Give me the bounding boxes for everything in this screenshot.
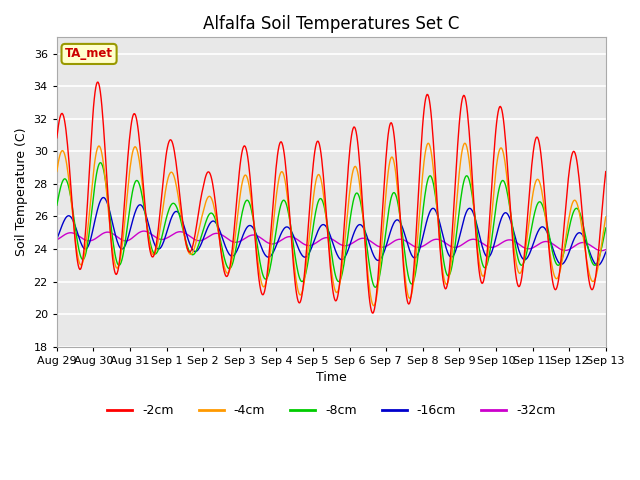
-4cm xyxy=(204,194,212,200)
-16cm xyxy=(176,212,184,217)
-32cm xyxy=(597,248,605,253)
-32cm xyxy=(415,244,422,250)
-32cm xyxy=(63,231,70,237)
-4cm xyxy=(415,221,422,227)
-8cm xyxy=(602,225,609,231)
-8cm xyxy=(399,240,407,246)
Line: -16cm: -16cm xyxy=(57,198,605,265)
-32cm xyxy=(140,228,148,234)
-16cm xyxy=(602,249,609,255)
-4cm xyxy=(53,168,61,174)
-8cm xyxy=(63,178,70,184)
X-axis label: Time: Time xyxy=(316,372,347,384)
-8cm xyxy=(415,240,423,246)
-16cm xyxy=(53,236,61,242)
-8cm xyxy=(53,203,61,208)
-8cm xyxy=(97,160,104,166)
-2cm xyxy=(94,79,102,85)
-2cm xyxy=(120,206,128,212)
-4cm xyxy=(370,303,378,309)
-2cm xyxy=(205,169,212,175)
-32cm xyxy=(602,247,609,252)
Line: -8cm: -8cm xyxy=(57,163,605,287)
Line: -4cm: -4cm xyxy=(57,144,605,306)
-32cm xyxy=(205,234,212,240)
-8cm xyxy=(205,212,212,218)
-16cm xyxy=(63,214,70,219)
-4cm xyxy=(399,248,406,254)
-2cm xyxy=(176,192,184,198)
-16cm xyxy=(399,225,406,231)
-2cm xyxy=(399,263,407,269)
-16cm xyxy=(593,263,601,268)
Legend: -2cm, -4cm, -8cm, -16cm, -32cm: -2cm, -4cm, -8cm, -16cm, -32cm xyxy=(102,399,561,422)
-4cm xyxy=(120,234,127,240)
-2cm xyxy=(53,135,61,141)
-2cm xyxy=(63,134,70,140)
Text: TA_met: TA_met xyxy=(65,48,113,60)
-2cm xyxy=(602,168,609,174)
-2cm xyxy=(415,172,423,178)
-32cm xyxy=(176,229,184,235)
-2cm xyxy=(369,310,377,316)
-16cm xyxy=(205,223,212,228)
Line: -2cm: -2cm xyxy=(57,82,605,313)
-4cm xyxy=(175,198,183,204)
Line: -32cm: -32cm xyxy=(57,231,605,251)
-16cm xyxy=(120,245,128,251)
-4cm xyxy=(602,214,609,220)
-4cm xyxy=(63,162,70,168)
Y-axis label: Soil Temperature (C): Soil Temperature (C) xyxy=(15,128,28,256)
-8cm xyxy=(176,214,184,219)
-8cm xyxy=(371,284,379,290)
-4cm xyxy=(461,141,468,146)
-32cm xyxy=(120,238,127,243)
-16cm xyxy=(100,195,108,201)
Title: Alfalfa Soil Temperatures Set C: Alfalfa Soil Temperatures Set C xyxy=(203,15,460,33)
-32cm xyxy=(399,237,406,242)
-16cm xyxy=(415,249,422,255)
-8cm xyxy=(120,247,128,252)
-32cm xyxy=(53,237,61,243)
